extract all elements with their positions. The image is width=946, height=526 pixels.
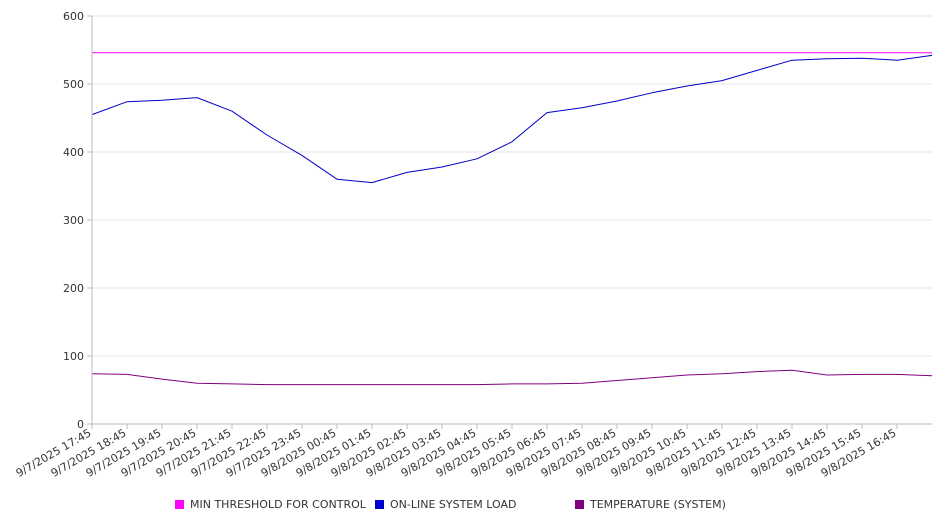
series-lines — [91, 52, 933, 386]
grid-lines — [92, 15, 932, 357]
legend-item-temperature: TEMPERATURE (SYSTEM) — [575, 498, 726, 511]
legend-swatch-temperature — [575, 500, 584, 509]
y-tick-label: 300 — [63, 214, 84, 227]
y-tick-label: 200 — [63, 282, 84, 295]
series-line-system-load — [91, 54, 933, 184]
series-line-temperature — [91, 369, 933, 386]
y-tick-label: 600 — [63, 10, 84, 23]
legend-label-temperature: TEMPERATURE (SYSTEM) — [590, 498, 726, 511]
y-tick-label: 400 — [63, 146, 84, 159]
y-tick-label: 0 — [77, 418, 84, 431]
x-axis-ticks: 9/7/2025 17:459/7/2025 18:459/7/2025 19:… — [14, 424, 899, 480]
y-axis-ticks: 0 100 200 300 400 500 600 — [63, 10, 92, 431]
legend: MIN THRESHOLD FOR CONTROL ON-LINE SYSTEM… — [0, 498, 946, 514]
legend-swatch-system-load — [375, 500, 384, 509]
legend-swatch-min-threshold — [175, 500, 184, 509]
legend-item-system-load: ON-LINE SYSTEM LOAD — [375, 498, 516, 511]
y-tick-label: 100 — [63, 350, 84, 363]
legend-item-min-threshold: MIN THRESHOLD FOR CONTROL — [175, 498, 366, 511]
y-tick-label: 500 — [63, 78, 84, 91]
legend-label-min-threshold: MIN THRESHOLD FOR CONTROL — [190, 498, 366, 511]
legend-label-system-load: ON-LINE SYSTEM LOAD — [390, 498, 517, 511]
